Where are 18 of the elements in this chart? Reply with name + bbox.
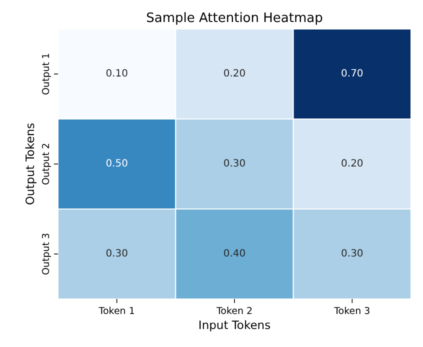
- y-axis-title: Output Tokens: [23, 122, 37, 206]
- x-tick-label: Token 2: [215, 306, 253, 317]
- data-label: 0.40: [223, 248, 246, 260]
- data-label: 0.30: [223, 158, 246, 170]
- x-tick-label: Token 1: [98, 306, 135, 317]
- data-label: 0.70: [341, 68, 364, 80]
- chart-title: Sample Attention Heatmap: [146, 11, 323, 26]
- data-label: 0.20: [341, 158, 364, 170]
- data-label: 0.50: [106, 158, 128, 170]
- y-tick-label: Output 3: [41, 232, 52, 276]
- y-tick-label: Output 2: [41, 142, 52, 186]
- data-label: 0.10: [106, 68, 128, 80]
- x-tick-label: Token 3: [333, 306, 370, 317]
- data-label: 0.20: [223, 68, 246, 80]
- x-axis-title: Input Tokens: [198, 318, 271, 332]
- data-label: 0.30: [106, 248, 128, 260]
- data-label: 0.30: [341, 248, 364, 260]
- y-tick-label: Output 1: [41, 52, 52, 96]
